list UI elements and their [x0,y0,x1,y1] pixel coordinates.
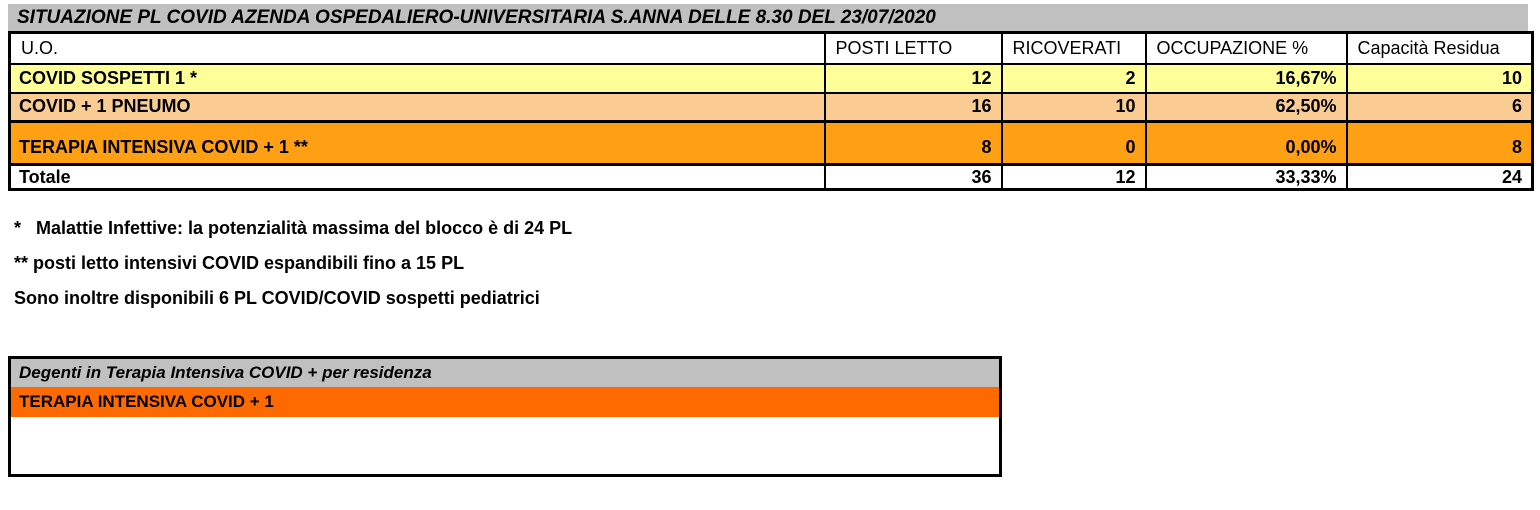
cell-uo: COVID SOSPETTI 1 * [8,62,826,94]
col-header-posti-letto: POSTI LETTO [823,31,1003,65]
residence-empty-area [11,417,999,474]
cell-uo: COVID + 1 PNEUMO [8,91,826,123]
cell-posti-letto: 8 [823,120,1003,166]
cell-posti-letto: 36 [823,163,1003,191]
cell-ricoverati: 2 [1000,62,1147,94]
col-header-occupazione: OCCUPAZIONE % [1144,31,1348,65]
pl-covid-table: U.O. POSTI LETTO RICOVERATI OCCUPAZIONE … [8,31,1534,191]
cell-posti-letto: 16 [823,91,1003,123]
table-header-row: U.O. POSTI LETTO RICOVERATI OCCUPAZIONE … [8,31,1534,65]
cell-uo: Totale [8,163,826,191]
table-row-terapia-intensiva: TERAPIA INTENSIVA COVID + 1 ** 8 0 0,00%… [8,120,1534,166]
report-title-bar: SITUAZIONE PL COVID AZENDA OSPEDALIERO-U… [8,4,1528,31]
cell-occupazione: 62,50% [1144,91,1348,123]
table-row-totale: Totale 36 12 33,33% 24 [8,163,1534,191]
cell-ricoverati: 0 [1000,120,1147,166]
table-row-covid-pneumo: COVID + 1 PNEUMO 16 10 62,50% 6 [8,91,1534,123]
footnotes: * Malattie Infettive: la potenzialità ma… [14,211,572,316]
cell-capacita-residua: 10 [1345,62,1534,94]
residence-table: Degenti in Terapia Intensiva COVID + per… [8,356,1002,477]
cell-uo: TERAPIA INTENSIVA COVID + 1 ** [8,120,826,166]
cell-posti-letto: 12 [823,62,1003,94]
cell-occupazione: 16,67% [1144,62,1348,94]
cell-capacita-residua: 6 [1345,91,1534,123]
footnote-pediatrici: Sono inoltre disponibili 6 PL COVID/COVI… [14,288,540,308]
col-header-ricoverati: RICOVERATI [1000,31,1147,65]
cell-capacita-residua: 24 [1345,163,1534,191]
residence-row-terapia-intensiva: TERAPIA INTENSIVA COVID + 1 [11,387,999,417]
table-row-covid-sospetti: COVID SOSPETTI 1 * 12 2 16,67% 10 [8,62,1534,94]
footnote-malattie-infettive: * Malattie Infettive: la potenzialità ma… [14,218,573,238]
footnote-posti-intensivi: ** posti letto intensivi COVID espandibi… [14,253,465,273]
report-title: SITUAZIONE PL COVID AZENDA OSPEDALIERO-U… [17,6,936,28]
cell-capacita-residua: 8 [1345,120,1534,166]
cell-ricoverati: 12 [1000,163,1147,191]
residence-table-title: Degenti in Terapia Intensiva COVID + per… [11,359,999,387]
cell-occupazione: 0,00% [1144,120,1348,166]
cell-ricoverati: 10 [1000,91,1147,123]
cell-occupazione: 33,33% [1144,163,1348,191]
col-header-capacita-residua: Capacità Residua [1345,31,1534,65]
col-header-uo: U.O. [8,31,826,65]
